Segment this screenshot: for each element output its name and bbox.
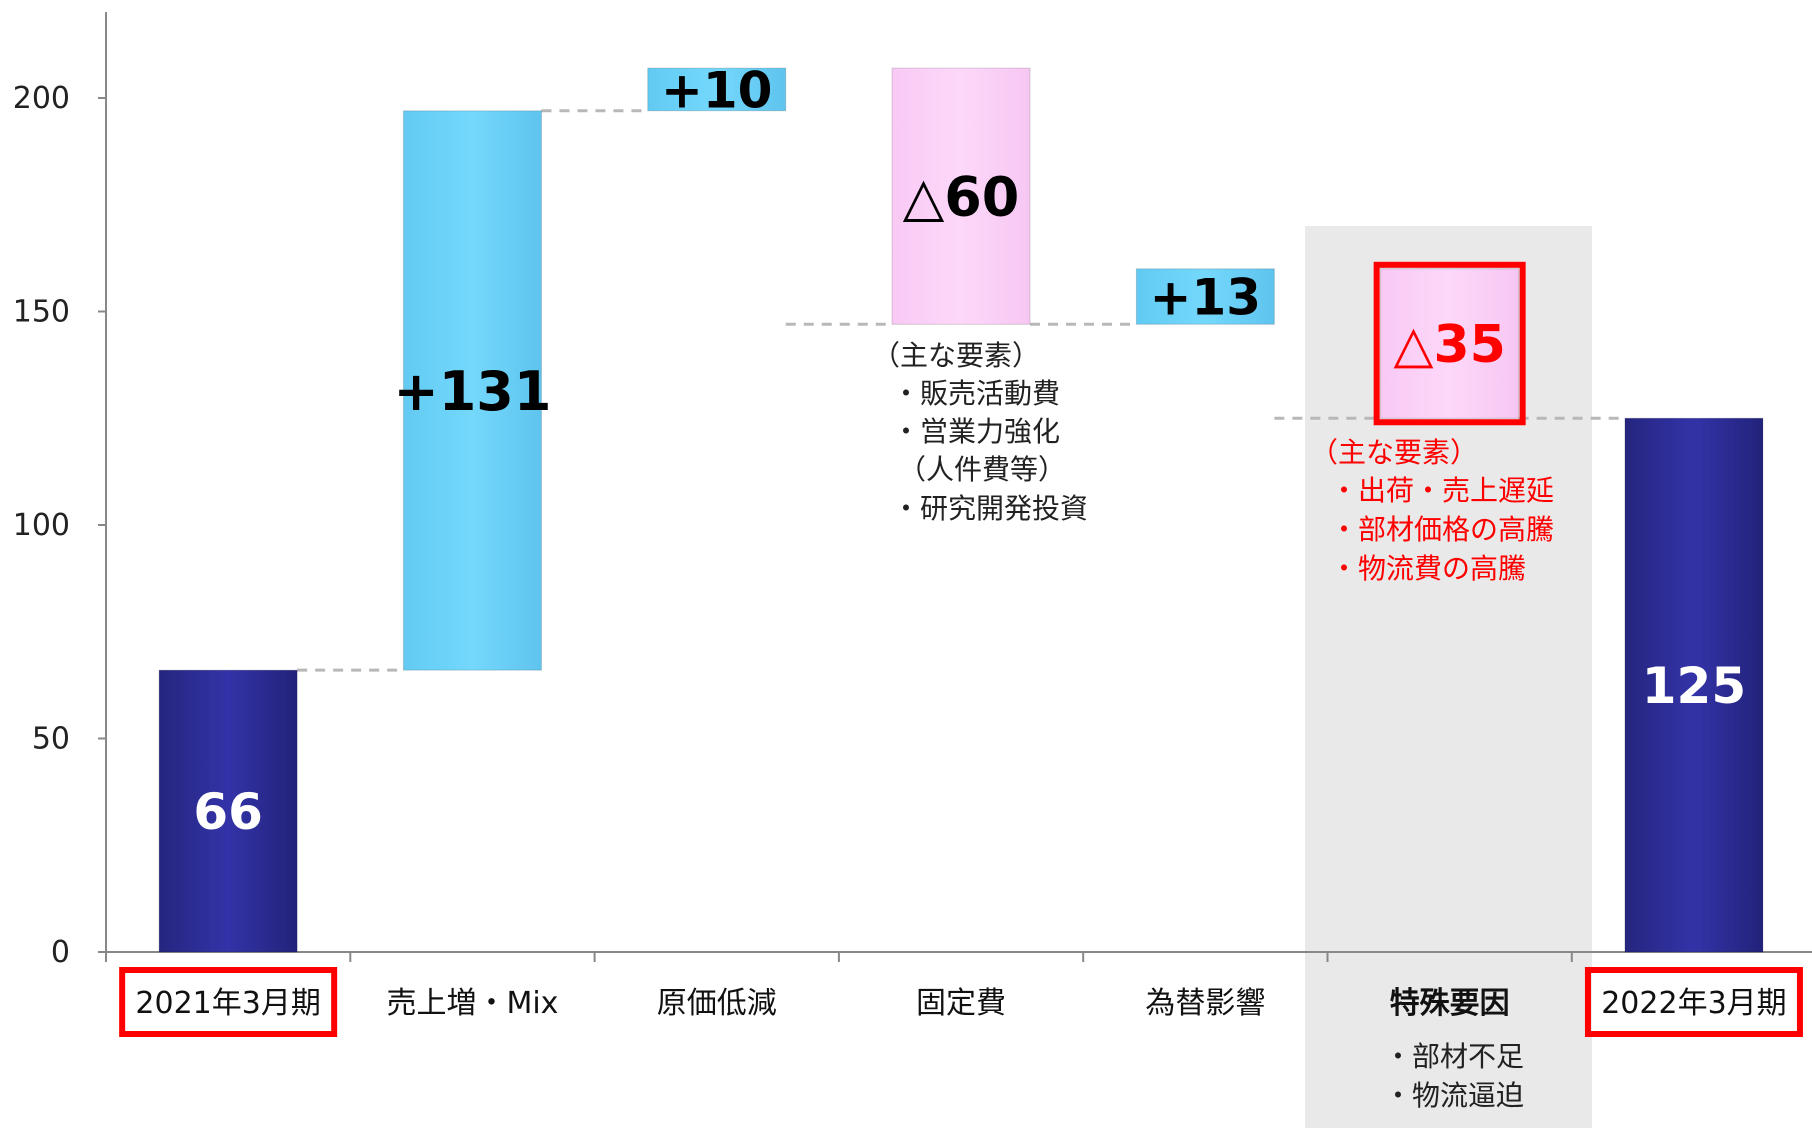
y-tick-label: 200 bbox=[13, 81, 70, 116]
special-note-2: ・出荷・売上遅延 bbox=[1330, 474, 1554, 507]
waterfall-bar bbox=[1380, 268, 1520, 419]
fixed-cost-note-4: （人件費等） bbox=[898, 453, 1066, 486]
bar-value-label: 66 bbox=[193, 783, 263, 841]
waterfall-bar bbox=[647, 67, 787, 112]
fixed-cost-note-3: ・営業力強化 bbox=[892, 415, 1060, 448]
special-note-3: ・部材価格の高騰 bbox=[1330, 513, 1554, 546]
category-highlight-box bbox=[119, 967, 338, 1037]
bars bbox=[158, 67, 1764, 953]
category-label: 2021年3月期 bbox=[135, 986, 320, 1021]
waterfall-bar bbox=[158, 669, 298, 953]
y-tick-label: 50 bbox=[32, 722, 70, 757]
bar-value-label: +10 bbox=[661, 61, 772, 119]
special-factor-sub-notes: ・部材不足 ・物流逼迫 bbox=[1384, 1040, 1524, 1112]
waterfall-bar bbox=[1624, 417, 1764, 953]
fixed-cost-note-5: ・研究開発投資 bbox=[892, 492, 1088, 525]
special-factor-annotation: （主な要素） ・出荷・売上遅延 ・部材価格の高騰 ・物流費の高騰 bbox=[1310, 436, 1554, 585]
tick-labels: 0 50 100 150 200 bbox=[13, 81, 1573, 970]
category-highlight-box bbox=[1584, 967, 1803, 1037]
fixed-cost-annotation: （主な要素） ・販売活動費 ・営業力強化 （人件費等） ・研究開発投資 bbox=[872, 339, 1088, 525]
category-label: 売上増・Mix bbox=[386, 986, 558, 1021]
fixed-cost-note-1: （主な要素） bbox=[872, 339, 1040, 372]
category-label: 2022年3月期 bbox=[1601, 986, 1786, 1021]
bar-value-label: 125 bbox=[1642, 657, 1746, 715]
category-label: 原価低減 bbox=[657, 986, 777, 1021]
axes bbox=[105, 12, 1812, 953]
bar-labels: 66 +131 +10 △60 +13 △35 125 bbox=[193, 61, 1746, 841]
y-tick-label: 150 bbox=[13, 295, 70, 330]
y-tick-label: 100 bbox=[13, 508, 70, 543]
category-label: 固定費 bbox=[916, 986, 1006, 1021]
waterfall-bar bbox=[891, 67, 1031, 325]
special-sub-note-1: ・部材不足 bbox=[1384, 1040, 1524, 1073]
special-note-4: ・物流費の高騰 bbox=[1330, 552, 1526, 585]
category-label: 為替影響 bbox=[1145, 986, 1265, 1021]
waterfall-bar bbox=[402, 110, 542, 671]
bar-value-label: △35 bbox=[1393, 315, 1505, 375]
bar-value-label: +131 bbox=[393, 360, 551, 423]
bar-highlight-box bbox=[1373, 261, 1526, 426]
y-tick-label: 0 bbox=[51, 935, 70, 970]
bar-value-label: +13 bbox=[1150, 269, 1261, 327]
category-labels: 2021年3月期 売上増・Mix 原価低減 固定費 為替影響 特殊要因 2022年3月期 bbox=[119, 967, 1803, 1037]
fixed-cost-note-2: ・販売活動費 bbox=[892, 377, 1060, 410]
bar-value-label: △60 bbox=[903, 166, 1020, 229]
waterfall-bar bbox=[1135, 268, 1275, 325]
category-label: 特殊要因 bbox=[1390, 986, 1510, 1021]
special-sub-note-2: ・物流逼迫 bbox=[1384, 1079, 1524, 1112]
special-note-1: （主な要素） bbox=[1310, 436, 1478, 469]
